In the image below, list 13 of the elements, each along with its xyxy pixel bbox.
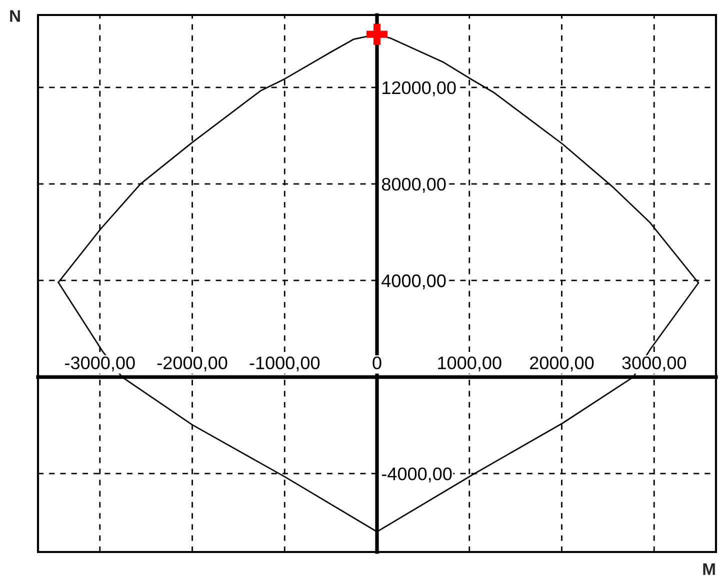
x-tick-label: 1000,00 — [438, 356, 502, 372]
x-tick-label: -1000,00 — [250, 356, 320, 372]
x-tick-label: -3000,00 — [65, 356, 135, 372]
x-tick-label: 2000,00 — [530, 356, 594, 372]
x-tick-label: -2000,00 — [157, 356, 228, 372]
x-tick-label: 3000,00 — [622, 356, 686, 372]
x-axis-title: M — [703, 563, 715, 575]
y-axis-title: N — [10, 10, 20, 22]
y-tick-label: 12000,00 — [382, 81, 456, 96]
x-tick-label: 0 — [372, 356, 382, 370]
y-tick-label: -4000,00 — [382, 467, 452, 482]
y-tick-label: 8000,00 — [382, 178, 446, 193]
y-tick-label: 4000,00 — [382, 274, 446, 290]
